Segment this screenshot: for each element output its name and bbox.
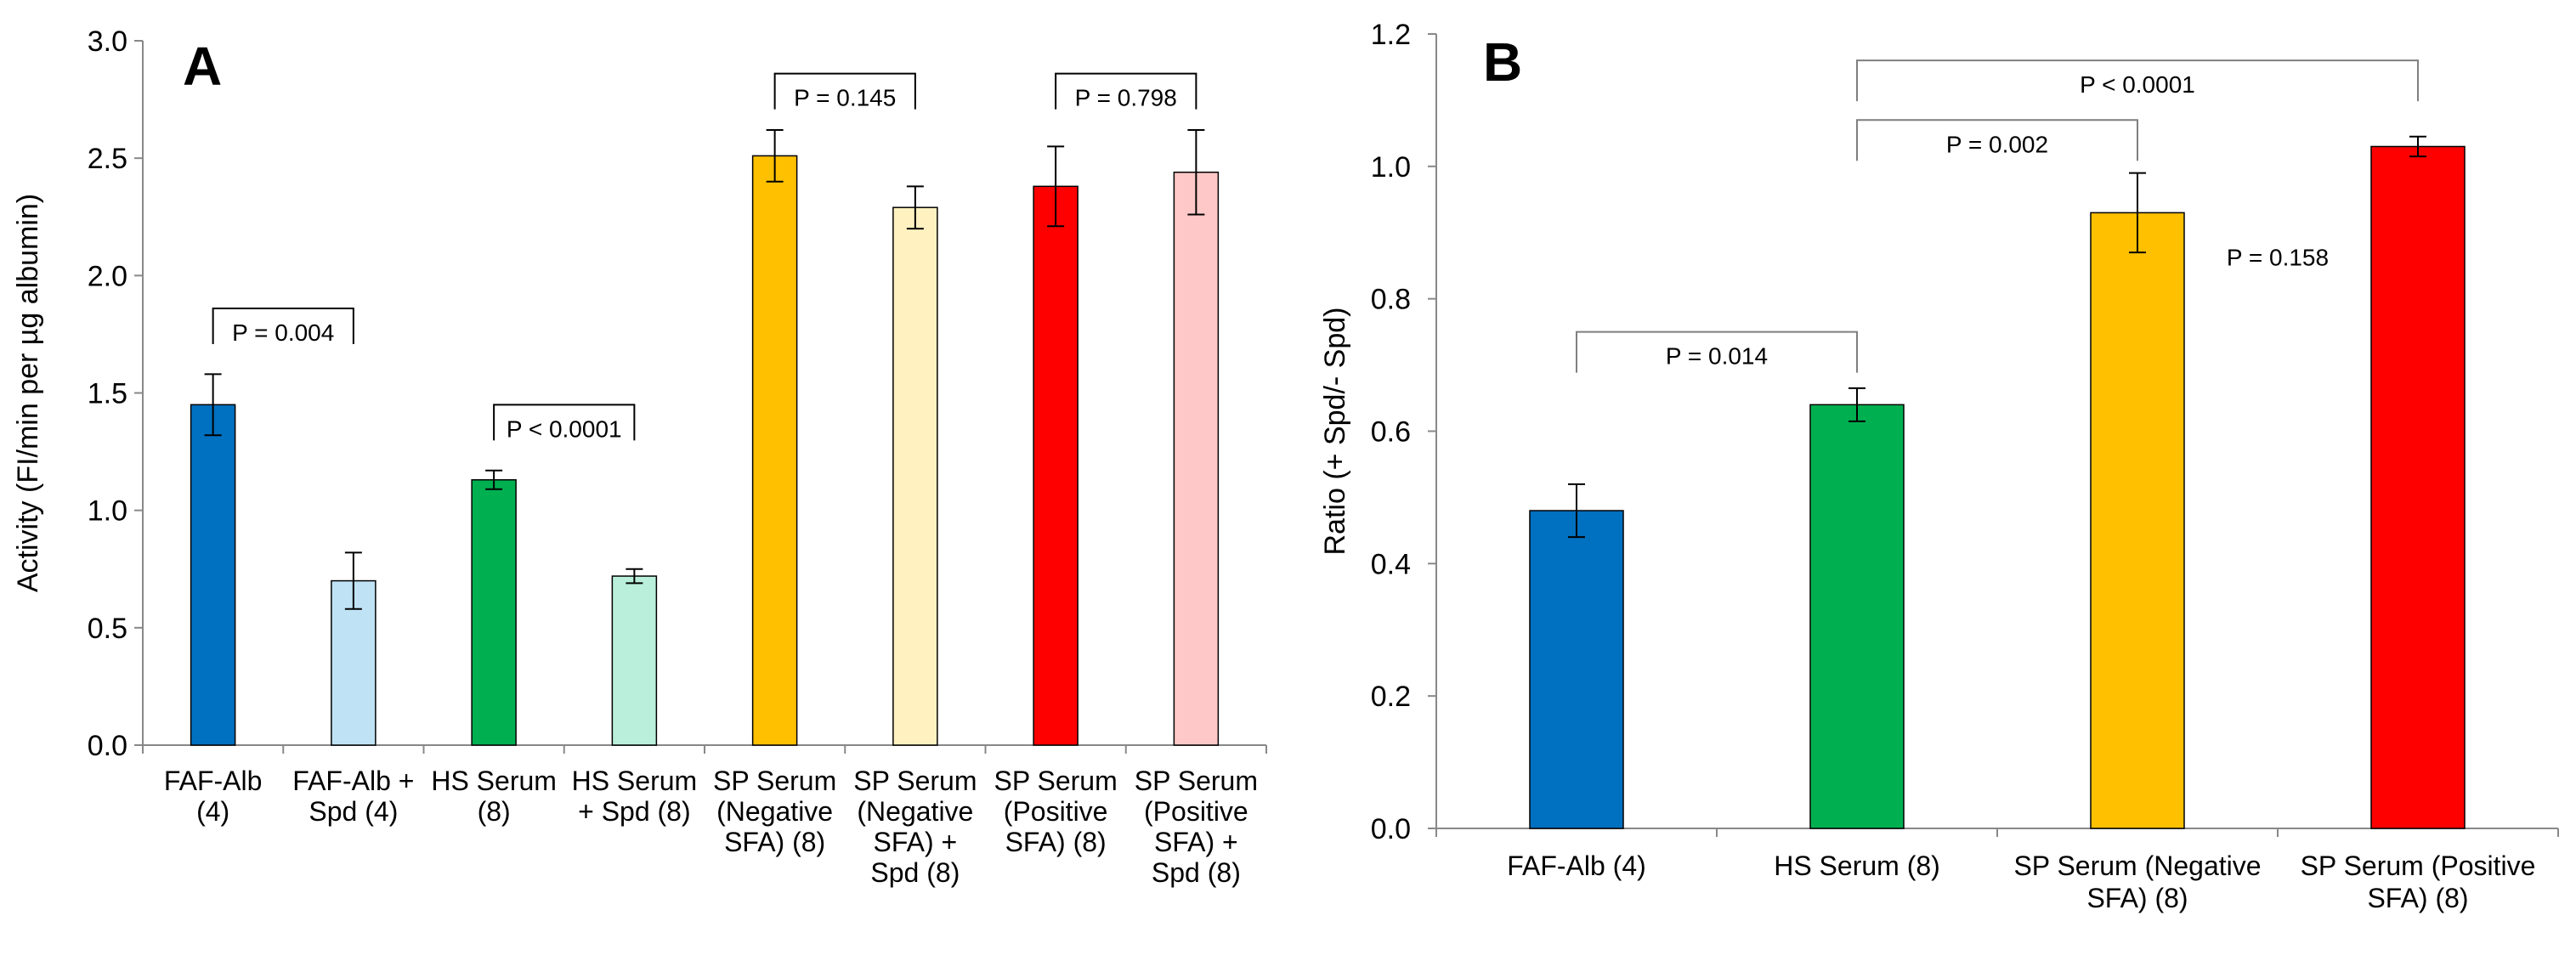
category-label: (Negative bbox=[716, 796, 833, 827]
y-tick-label: 1.5 bbox=[88, 378, 127, 410]
bar-0 bbox=[1529, 510, 1624, 829]
category-label: Spd (8) bbox=[1152, 857, 1241, 888]
p-value-label: P < 0.0001 bbox=[2080, 71, 2195, 98]
y-tick-label: 3.0 bbox=[88, 25, 127, 58]
panel-a-chart: A 0.0 0.5 1.0 1.5 2.0 2.5 3.0 Activity (FI/min p… bbox=[12, 25, 1267, 888]
category-label: (Negative bbox=[857, 796, 973, 827]
bar-0 bbox=[190, 404, 236, 746]
category-label: SFA) (8) bbox=[2086, 883, 2188, 913]
p-value-label: P = 0.158 bbox=[2227, 245, 2329, 271]
category-label: HS Serum bbox=[572, 766, 698, 796]
p-value-label: P = 0.798 bbox=[1075, 85, 1177, 111]
bar-4 bbox=[751, 155, 798, 746]
p-value-label: P = 0.002 bbox=[1946, 131, 2048, 157]
y-tick-label: 1.2 bbox=[1371, 19, 1411, 51]
category-label: SP Serum bbox=[994, 766, 1118, 796]
y-tick-label: 0.4 bbox=[1371, 548, 1411, 580]
category-label: FAF-Alb (4) bbox=[1507, 850, 1646, 881]
significance-bracket bbox=[773, 72, 916, 110]
category-label: SFA) (8) bbox=[2367, 883, 2468, 913]
significance-bracket bbox=[1856, 59, 2419, 102]
y-tick-label: 0.6 bbox=[1371, 416, 1411, 449]
y-tick-label: 1.0 bbox=[88, 495, 127, 528]
significance-bracket bbox=[1055, 72, 1197, 110]
panel-label: A bbox=[183, 36, 222, 97]
category-label: Spd (4) bbox=[309, 796, 398, 827]
y-tick-label: 0.0 bbox=[1371, 813, 1411, 845]
category-label: SP Serum bbox=[1135, 766, 1258, 796]
category-label: FAF-Alb bbox=[164, 766, 263, 796]
category-label: (Positive bbox=[1144, 796, 1248, 827]
bar-2 bbox=[2090, 212, 2185, 829]
category-label: SFA) + bbox=[874, 827, 958, 857]
category-label: SFA) (8) bbox=[1005, 827, 1107, 857]
category-label: SP Serum bbox=[713, 766, 836, 796]
category-label: (4) bbox=[196, 796, 229, 827]
bar-3 bbox=[2370, 145, 2466, 829]
category-label: SP Serum (Negative bbox=[2013, 850, 2261, 881]
category-label: Spd (8) bbox=[870, 857, 960, 888]
significance-bracket bbox=[1576, 331, 1858, 373]
p-value-label: P = 0.014 bbox=[1666, 343, 1768, 370]
bar-2 bbox=[471, 478, 517, 746]
bar-3 bbox=[611, 575, 658, 746]
bar-6 bbox=[1033, 185, 1079, 746]
y-tick-label: 2.5 bbox=[88, 143, 127, 175]
y-tick-label: 1.0 bbox=[1371, 151, 1411, 184]
y-axis-label: Ratio (+ Spd/- Spd) bbox=[1319, 308, 1351, 556]
significance-bracket bbox=[493, 404, 636, 441]
y-tick-label: 0.2 bbox=[1371, 681, 1411, 713]
p-value-label: P = 0.145 bbox=[794, 85, 896, 111]
y-tick-label: 0.0 bbox=[88, 730, 127, 762]
p-value-label: P = 0.004 bbox=[232, 319, 334, 346]
bar-1 bbox=[1809, 404, 1905, 829]
significance-bracket bbox=[212, 308, 354, 345]
panel-b-chart: B 0.0 0.2 0.4 0.6 0.8 1.0 1.2 Ratio (+ Spd/- Spd… bbox=[1319, 19, 2559, 913]
panel-label: B bbox=[1483, 31, 1522, 93]
category-label: SP Serum bbox=[853, 766, 977, 796]
category-label: SFA) (8) bbox=[724, 827, 825, 857]
y-tick-label: 0.5 bbox=[88, 613, 127, 645]
y-tick-label: 2.0 bbox=[88, 260, 127, 292]
category-label: (Positive bbox=[1004, 796, 1108, 827]
bar-5 bbox=[892, 206, 938, 746]
category-label: + Spd (8) bbox=[578, 796, 691, 827]
y-tick-label: 0.8 bbox=[1371, 284, 1411, 316]
p-value-label: P < 0.0001 bbox=[507, 415, 622, 442]
category-label: HS Serum (8) bbox=[1774, 850, 1940, 881]
bar-1 bbox=[331, 579, 376, 746]
category-label: FAF-Alb + bbox=[292, 766, 414, 796]
category-label: (8) bbox=[478, 796, 511, 827]
category-label: HS Serum bbox=[431, 766, 557, 796]
significance-bracket bbox=[1856, 119, 2138, 161]
bar-7 bbox=[1173, 171, 1220, 746]
y-axis-label: Activity (FI/min per µg albumin) bbox=[12, 194, 44, 592]
category-label: SP Serum (Positive bbox=[2301, 850, 2536, 881]
category-label: SFA) + bbox=[1154, 827, 1238, 857]
